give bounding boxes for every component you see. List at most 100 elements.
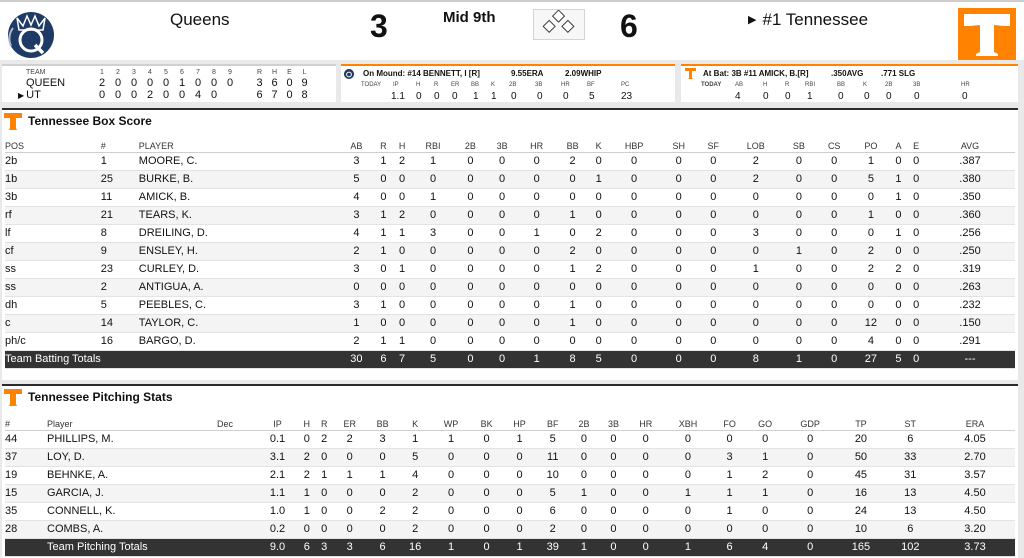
table-cell: c xyxy=(5,314,101,333)
table-cell: 0 xyxy=(454,260,487,279)
table-cell: 3 xyxy=(712,448,747,467)
linescore-cell: 2 xyxy=(98,77,106,89)
table-cell: 1 xyxy=(555,296,590,315)
linescore-table: TEAM 1 2 3 4 5 6 7 8 9 R H E L xyxy=(6,68,312,101)
table-cell: 2 xyxy=(555,152,590,171)
table-cell: .380 xyxy=(925,170,1015,189)
table-cell: 0 xyxy=(907,224,925,243)
stat-value: 0 xyxy=(763,91,769,102)
table-cell: 0 xyxy=(431,502,471,521)
batter-slg: .771 SLG xyxy=(881,69,916,78)
table-cell: 2 xyxy=(746,466,784,485)
stat-value: 1 xyxy=(473,91,479,102)
table-row: ph/c 16 BARGO, D. 2 1 1 0 0 0 0 0 0 0 0 0 0 0 0 4 0 0.291 xyxy=(5,332,1015,351)
table-cell: 0 xyxy=(696,242,730,261)
totals-cell: 4 xyxy=(746,538,784,557)
column-header: E xyxy=(907,140,925,153)
table-cell: 0 xyxy=(660,152,697,171)
table-cell: 0 xyxy=(470,448,503,467)
table-cell: 0 xyxy=(729,314,782,333)
totals-cell: 0 xyxy=(470,538,503,557)
table-cell: 1 xyxy=(411,188,455,207)
table-cell: 0 xyxy=(470,484,503,503)
table-cell: 0 xyxy=(392,242,412,261)
column-header: R xyxy=(374,140,393,153)
linescore-errors: 0 xyxy=(286,77,293,89)
column-header: BK xyxy=(470,418,503,431)
table-cell: .250 xyxy=(925,242,1015,261)
table-cell: 2 xyxy=(729,152,782,171)
table-cell: 50 xyxy=(836,448,886,467)
totals-cell: 0 xyxy=(454,350,487,369)
batter-label: At Bat: 3B #11 AMICK, B.[R] xyxy=(703,69,809,78)
table-cell: 0 xyxy=(816,296,853,315)
table-cell: 4.50 xyxy=(935,484,1015,503)
table-cell: 0 xyxy=(889,332,908,351)
column-header: PO xyxy=(852,140,890,153)
table-cell: 1 xyxy=(338,314,375,333)
totals-cell: 6 xyxy=(298,538,316,557)
table-cell: 0 xyxy=(907,188,925,207)
tennessee-logo-icon xyxy=(685,68,696,79)
table-cell: 0 xyxy=(663,502,713,521)
table-cell: 0 xyxy=(852,296,890,315)
table-cell: 0 xyxy=(660,224,697,243)
table-cell: 0 xyxy=(816,278,853,297)
table-cell: 0 xyxy=(374,278,393,297)
table-cell: ss xyxy=(5,278,101,297)
table-cell: 2 xyxy=(298,448,316,467)
table-cell: 0 xyxy=(889,296,908,315)
totals-cell: 0 xyxy=(907,350,925,369)
linescore-header: 7 xyxy=(196,69,200,76)
linescore-row-away: QUEEN 2 0 0 0 0 1 0 0 0 3 6 0 9 xyxy=(6,77,312,89)
table-cell: 0 xyxy=(315,484,333,503)
table-cell: 0 xyxy=(332,448,367,467)
column-header: TP xyxy=(836,418,886,431)
table-cell: 4 xyxy=(338,188,375,207)
table-cell: 1 xyxy=(411,152,455,171)
table-cell: 0 xyxy=(696,170,730,189)
table-cell: 0 xyxy=(783,466,837,485)
table-cell: 0 xyxy=(555,332,590,351)
table-cell: 0 xyxy=(889,242,908,261)
totals-cell: 6 xyxy=(366,538,399,557)
box-score-title: Tennessee Box Score xyxy=(28,114,152,128)
pitching-title: Tennessee Pitching Stats xyxy=(28,390,173,404)
stat-header: TODAY xyxy=(361,82,382,88)
table-cell: 1 xyxy=(298,484,316,503)
table-cell: .360 xyxy=(925,206,1015,225)
column-header: Player xyxy=(47,418,217,431)
stat-header: AB xyxy=(735,82,744,88)
home-team-name: #1 Tennessee xyxy=(762,10,869,29)
linescore-cell: 0 xyxy=(226,77,234,89)
table-cell: 1 xyxy=(569,484,599,503)
linescore-runs: 6 xyxy=(256,89,263,101)
stat-value: 0 xyxy=(434,91,440,102)
stat-header: BB xyxy=(471,82,480,88)
table-cell: 0 xyxy=(607,170,661,189)
table-cell: 0 xyxy=(781,224,817,243)
table-cell: 0 xyxy=(486,260,518,279)
table-cell: 0 xyxy=(607,260,661,279)
table-row: 1b 25 BURKE, B. 5 0 0 0 0 0 0 0 1 0 0 0 2 0 0 5 1 0.380 xyxy=(5,170,1015,189)
table-cell: 0 xyxy=(783,448,837,467)
table-cell: 0 xyxy=(392,296,412,315)
linescore-team-cell: ▶ UT xyxy=(6,89,94,101)
totals-cell: 0 xyxy=(816,350,853,369)
table-cell: 0 xyxy=(907,296,925,315)
pitcher-label: On Mound: #14 BENNETT, I [R] xyxy=(363,69,480,78)
table-cell: 0 xyxy=(816,170,853,189)
table-cell: 9 xyxy=(100,242,139,261)
table-cell: ANTIGUA, A. xyxy=(138,278,339,297)
table-cell: 2 xyxy=(366,502,399,521)
linescore-cell: 0 xyxy=(146,77,154,89)
totals-cell: 5 xyxy=(889,350,908,369)
table-cell: 0 xyxy=(366,520,399,539)
table-cell: 0 xyxy=(411,296,455,315)
table-cell: 0 xyxy=(696,260,730,279)
totals-cell: Team Batting Totals xyxy=(5,350,101,369)
table-cell: 0 xyxy=(852,278,890,297)
column-header: XBH xyxy=(663,418,713,431)
table-cell: 0 xyxy=(660,278,697,297)
table-cell: 0 xyxy=(454,170,487,189)
